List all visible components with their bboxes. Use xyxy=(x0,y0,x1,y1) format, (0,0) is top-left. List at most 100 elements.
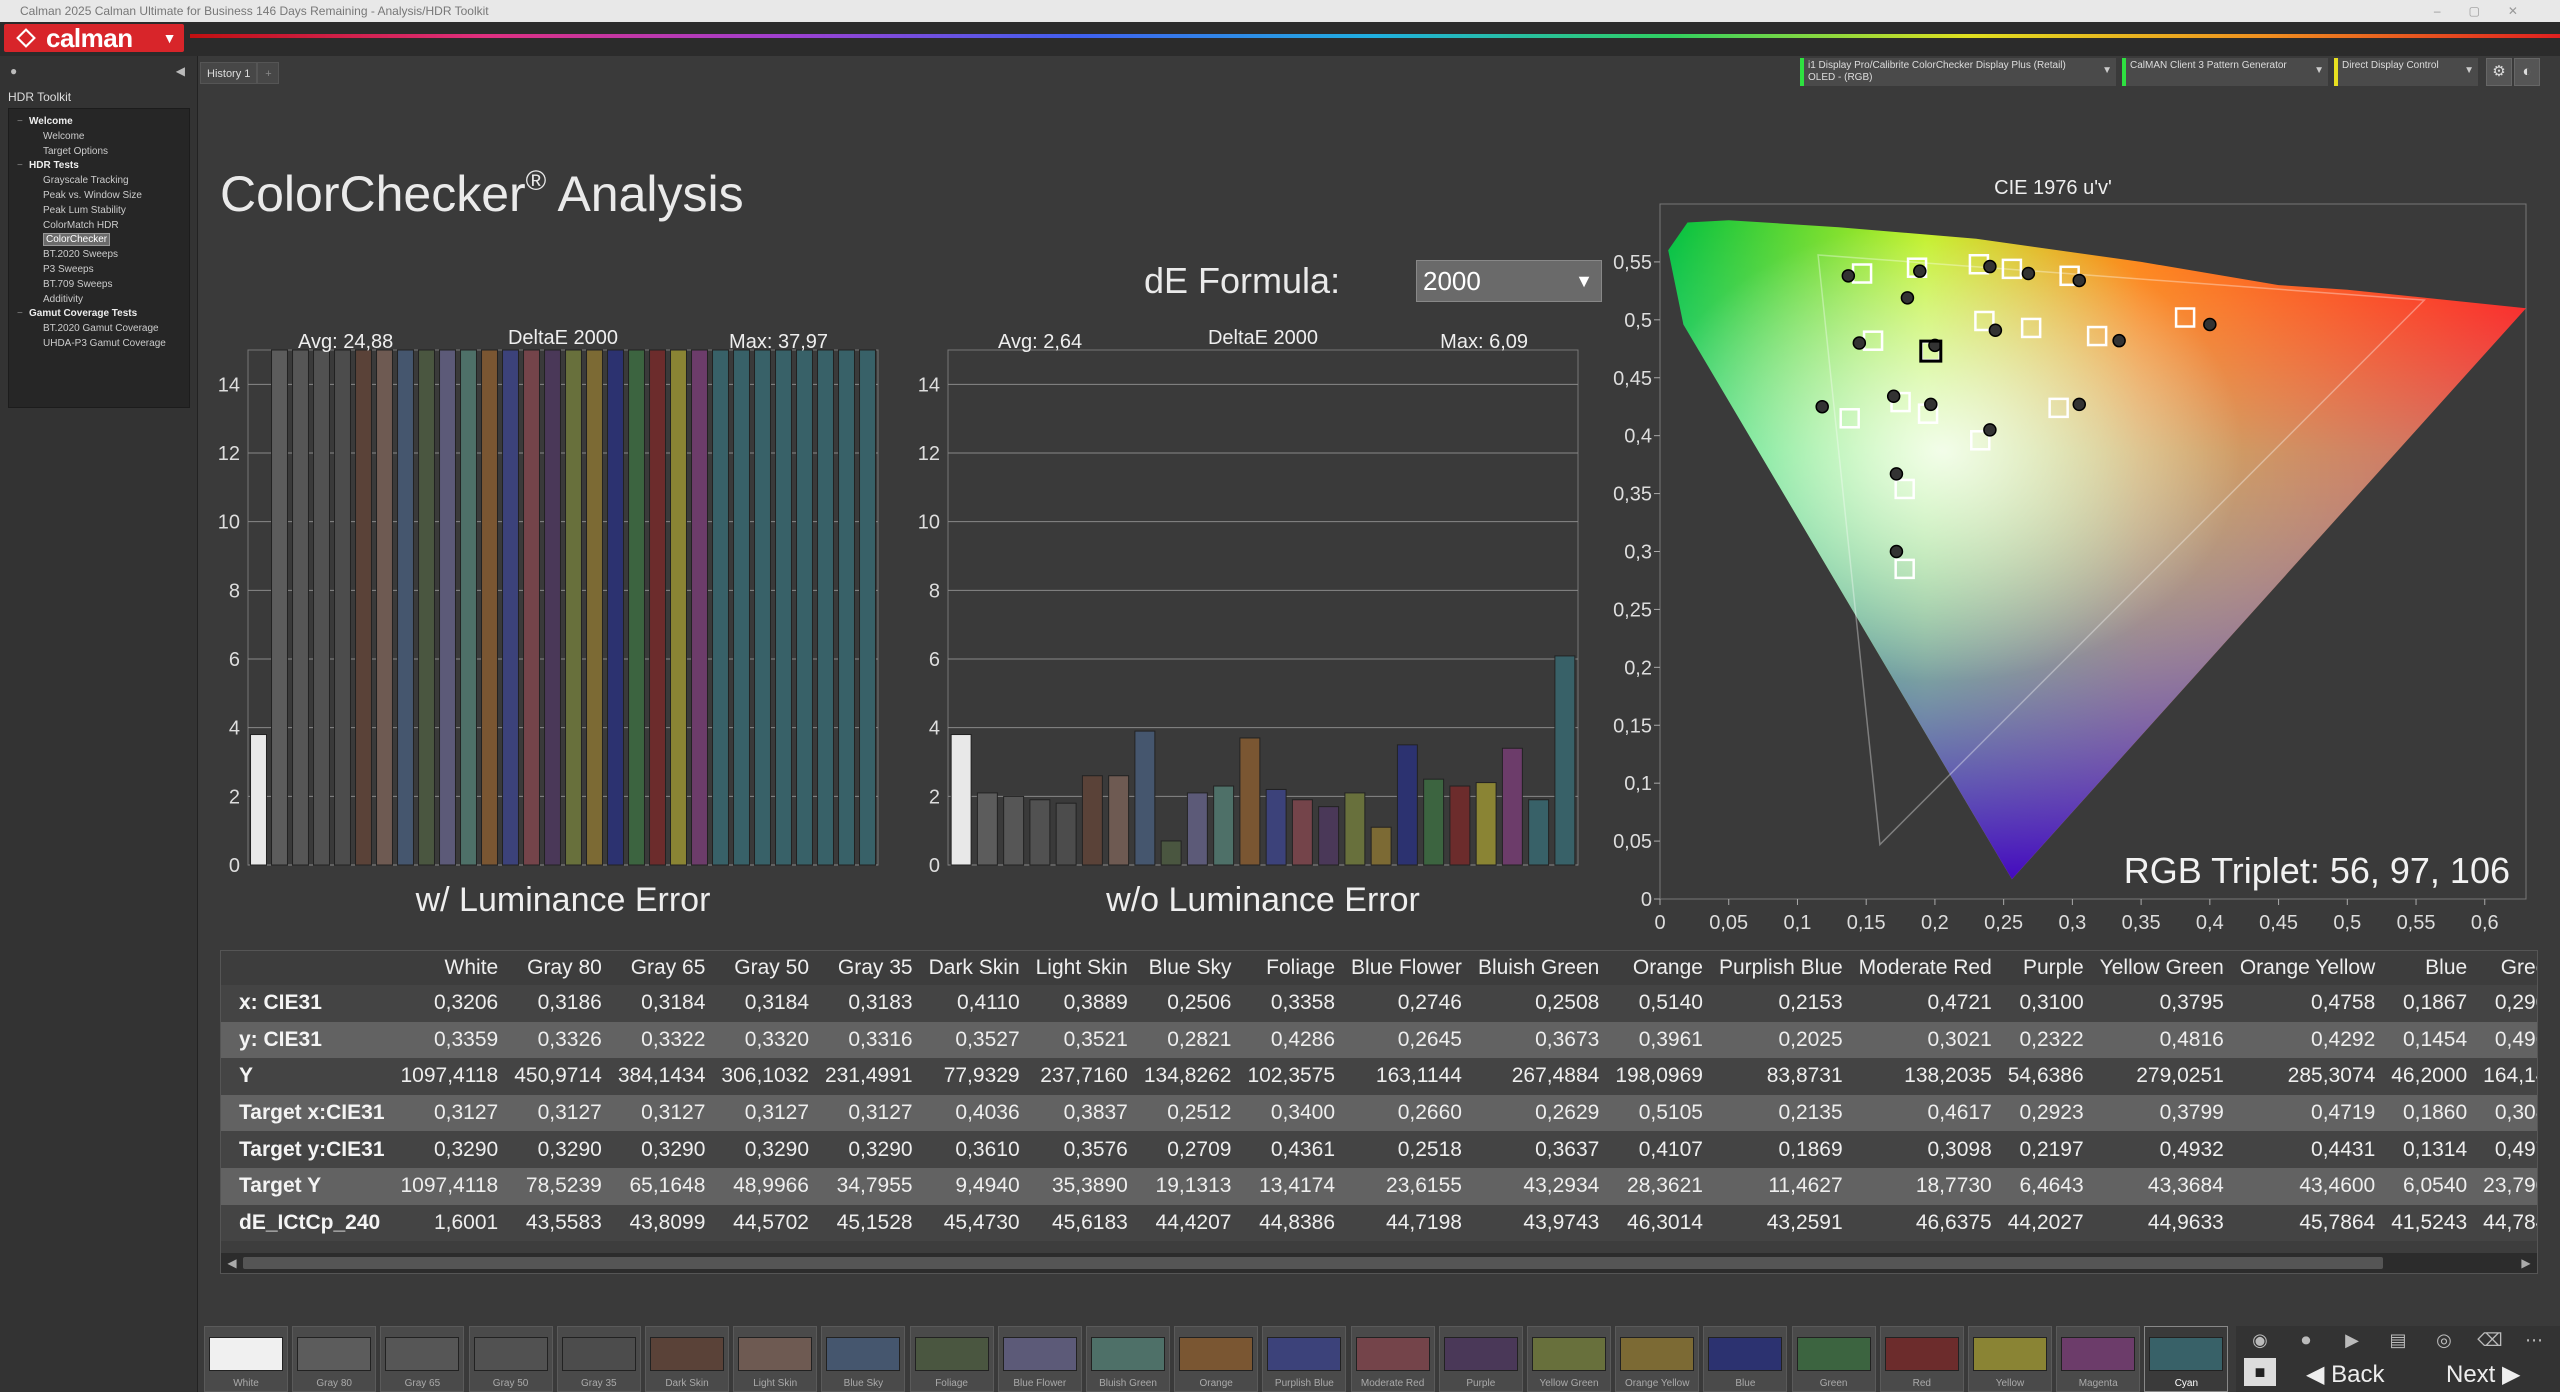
window-controls[interactable]: –▢✕ xyxy=(2433,4,2546,18)
column-header[interactable]: White xyxy=(392,951,507,985)
swatch-light-skin[interactable]: Light Skin xyxy=(733,1326,818,1392)
swatch-gray-80[interactable]: Gray 80 xyxy=(292,1326,377,1392)
save-icon[interactable]: ▤ xyxy=(2389,1330,2407,1350)
sidebar-back-icon[interactable]: ● xyxy=(10,64,18,78)
column-header[interactable]: Light Skin xyxy=(1027,951,1136,985)
de-formula-label: dE Formula: xyxy=(1144,260,1341,301)
measured-point xyxy=(1988,323,2003,338)
swatch-cyan[interactable]: Cyan xyxy=(2144,1326,2229,1392)
table-cell: 45,7864 xyxy=(2231,1204,2384,1242)
eye-icon[interactable]: ◉ xyxy=(2252,1330,2268,1350)
column-header[interactable]: Foliage xyxy=(1239,951,1344,985)
tree-item[interactable]: Grayscale Tracking xyxy=(9,174,189,189)
tree-item[interactable]: UHDA-P3 Gamut Coverage xyxy=(9,337,189,352)
tree-item[interactable]: Welcome xyxy=(9,130,189,145)
y-tick-label: 0,4 xyxy=(1624,426,1652,448)
tree-item[interactable]: Target Options xyxy=(9,145,189,160)
tree-item[interactable]: Additivity xyxy=(9,293,189,308)
x-tick-label: 0 xyxy=(1654,912,1665,934)
column-header[interactable]: Gray 80 xyxy=(506,951,610,985)
swatch-purplish-blue[interactable]: Purplish Blue xyxy=(1262,1326,1347,1392)
stop-icon[interactable]: ■ xyxy=(2244,1358,2276,1386)
column-header[interactable]: Moderate Red xyxy=(1850,951,2000,985)
swatch-blue[interactable]: Blue xyxy=(1703,1326,1788,1392)
next-button[interactable]: Next ▶ xyxy=(2446,1360,2520,1390)
more-icon[interactable]: ⋯ xyxy=(2525,1330,2543,1350)
swatch-label: Light Skin xyxy=(753,1378,798,1389)
column-header[interactable]: Blue Sky xyxy=(1135,951,1240,985)
sidebar-collapse-icon[interactable]: ◀ xyxy=(175,64,185,78)
swatch-red[interactable]: Red xyxy=(1879,1326,1964,1392)
swatch-purple[interactable]: Purple xyxy=(1438,1326,1523,1392)
scroll-right-icon[interactable]: ▶ xyxy=(2521,1256,2531,1270)
column-header[interactable]: Purplish Blue xyxy=(1710,951,1851,985)
tree-item[interactable]: BT.2020 Gamut Coverage xyxy=(9,322,189,337)
delete-icon[interactable]: ⌫ xyxy=(2477,1330,2503,1350)
settings-gear-icon[interactable]: ⚙ xyxy=(2486,58,2512,86)
column-header[interactable]: Gray 50 xyxy=(713,951,817,985)
swatch-white[interactable]: White xyxy=(204,1326,288,1392)
tree-item[interactable]: ColorMatch HDR xyxy=(9,219,189,234)
display-device[interactable]: Direct Display Control ▼ xyxy=(2334,58,2478,86)
swatch-label: Gray 65 xyxy=(404,1378,441,1389)
horizontal-scrollbar[interactable]: ◀ ▶ xyxy=(221,1253,2537,1273)
bar xyxy=(1160,840,1182,866)
swatch-magenta[interactable]: Magenta xyxy=(2056,1326,2141,1392)
swatch-gray-35[interactable]: Gray 35 xyxy=(556,1326,641,1392)
de-formula-select[interactable]: 2000 ▼ xyxy=(1416,260,1602,302)
column-header[interactable]: Yellow Green xyxy=(2091,951,2232,985)
device-menu-icon[interactable]: ◐ xyxy=(2514,58,2540,86)
swatch-blue-sky[interactable]: Blue Sky xyxy=(821,1326,906,1392)
column-header[interactable]: Blue xyxy=(2383,951,2476,985)
column-header[interactable]: Gray 35 xyxy=(817,951,921,985)
tree-group[interactable]: Welcome xyxy=(9,115,189,130)
column-header[interactable]: Purple xyxy=(1999,951,2092,985)
swatch-gray-50[interactable]: Gray 50 xyxy=(468,1326,553,1392)
add-tab-button[interactable]: + xyxy=(257,62,280,84)
swatch-moderate-red[interactable]: Moderate Red xyxy=(1350,1326,1435,1392)
column-header[interactable]: Blue Flower xyxy=(1343,951,1470,985)
y-tick-label: 4 xyxy=(229,718,240,740)
swatch-yellow[interactable]: Yellow xyxy=(1968,1326,2052,1392)
swatch-dark-skin[interactable]: Dark Skin xyxy=(645,1326,729,1392)
camera-icon[interactable]: ◎ xyxy=(2436,1330,2452,1350)
y-tick-label: 8 xyxy=(229,580,240,602)
tree-item[interactable]: Peak Lum Stability xyxy=(9,204,189,219)
swatch-foliage[interactable]: Foliage xyxy=(909,1326,994,1392)
meter-device[interactable]: i1 Display Pro/Calibrite ColorChecker Di… xyxy=(1800,58,2116,86)
scrollbar-thumb[interactable] xyxy=(243,1257,2383,1269)
swatch-orange-yellow[interactable]: Orange Yellow xyxy=(1615,1326,1700,1392)
scroll-left-icon[interactable]: ◀ xyxy=(227,1256,237,1270)
tree-item[interactable]: P3 Sweeps xyxy=(9,263,189,278)
table-cell: 0,2153 xyxy=(1710,985,1851,1022)
swatch-chip xyxy=(1267,1337,1342,1371)
tree-item[interactable]: Peak vs. Window Size xyxy=(9,189,189,204)
tab-history-1[interactable]: History 1 xyxy=(200,62,258,84)
swatch-yellow-green[interactable]: Yellow Green xyxy=(1527,1326,1611,1392)
tree-item[interactable]: BT.709 Sweeps xyxy=(9,278,189,293)
tree-item[interactable]: BT.2020 Sweeps xyxy=(9,248,189,263)
column-header[interactable]: Dark Skin xyxy=(920,951,1028,985)
tree-item[interactable]: ColorChecker xyxy=(9,233,189,248)
swatch-blue-flower[interactable]: Blue Flower xyxy=(997,1326,1082,1392)
row-header: Y xyxy=(221,1058,393,1095)
rainbow-bar xyxy=(190,34,2560,38)
swatch-orange[interactable]: Orange xyxy=(1174,1326,1259,1392)
swatch-gray-65[interactable]: Gray 65 xyxy=(380,1326,465,1392)
swatch-bluish-green[interactable]: Bluish Green xyxy=(1086,1326,1170,1392)
generator-device[interactable]: CalMAN Client 3 Pattern Generator ▼ xyxy=(2122,58,2328,86)
table-cell: 0,3290 xyxy=(817,1131,921,1168)
calman-menu-button[interactable]: calman ▼ xyxy=(4,24,184,52)
record-icon[interactable]: ⏺ xyxy=(2301,1330,2311,1350)
tree-group[interactable]: HDR Tests xyxy=(9,159,189,174)
swatch-green[interactable]: Green xyxy=(1791,1326,1876,1392)
column-header[interactable]: Green xyxy=(2475,951,2537,985)
column-header[interactable]: Bluish Green xyxy=(1469,951,1608,985)
table-cell: 450,9714 xyxy=(506,1058,610,1095)
column-header[interactable]: Gray 65 xyxy=(609,951,714,985)
column-header[interactable]: Orange xyxy=(1607,951,1711,985)
tree-group[interactable]: Gamut Coverage Tests xyxy=(9,307,189,322)
column-header[interactable]: Orange Yellow xyxy=(2231,951,2384,985)
play-icon[interactable]: ▶ xyxy=(2345,1330,2359,1350)
back-button[interactable]: ◀ Back xyxy=(2306,1360,2384,1390)
